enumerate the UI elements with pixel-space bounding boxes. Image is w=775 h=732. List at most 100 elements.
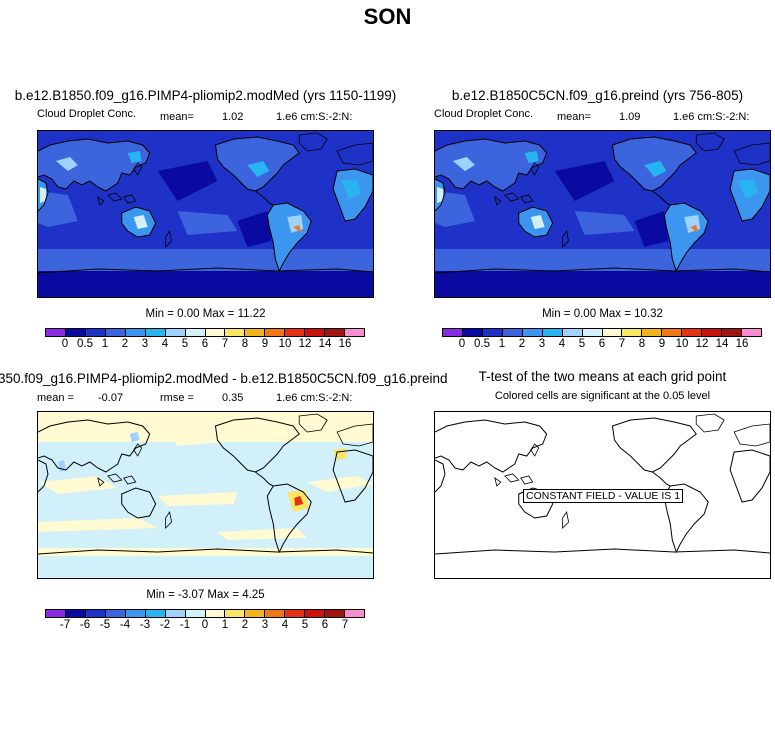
panel1-colorbar bbox=[45, 328, 365, 337]
panel2-colorbar-box bbox=[602, 329, 623, 336]
panel3-colorbar-tick: 3 bbox=[261, 619, 269, 631]
panel2-mean-label: mean= bbox=[557, 111, 591, 123]
panel1-colorbar-box bbox=[105, 329, 126, 336]
panel1-colorbar-ticks: 0 0.5 1 2 3 4 5 6 7 8 9 10 12 14 16 bbox=[45, 338, 365, 352]
panel1-colorbar-tick: 16 bbox=[338, 338, 352, 350]
panel4-subtitle: Colored cells are significant at the 0.0… bbox=[494, 390, 711, 402]
panel1-colorbar-box bbox=[65, 329, 86, 336]
panel1-colorbar-tick: 4 bbox=[161, 338, 169, 350]
page-title: SON bbox=[363, 4, 412, 29]
panel3-colorbar-tick: 2 bbox=[241, 619, 249, 631]
panel1-colorbar-box bbox=[85, 329, 106, 336]
panel2-colorbar-tick: 0 bbox=[458, 338, 466, 350]
panel3-colorbar-tick: 0 bbox=[201, 619, 209, 631]
panel1-mean-value: 1.02 bbox=[222, 111, 244, 123]
panel2-units: 1.e6 cm:S:-2:N: bbox=[673, 111, 750, 123]
panel2-colorbar-tick: 7 bbox=[618, 338, 626, 350]
panel3-colorbar-box bbox=[185, 610, 206, 617]
panel1-colorbar-tick: 10 bbox=[278, 338, 292, 350]
panel3-title: 350.f09_g16.PIMP4-pliomip2.modMed - b.e1… bbox=[0, 371, 448, 386]
panel1-min-value: 0.00 bbox=[177, 308, 200, 320]
panel3-colorbar-box bbox=[165, 610, 186, 617]
panel2-colorbar-tick: 12 bbox=[695, 338, 709, 350]
panel3-units: 1.e6 cm:S:-2:N: bbox=[276, 392, 353, 404]
panel1-mean-label: mean= bbox=[160, 111, 194, 123]
panel2-colorbar-box bbox=[722, 329, 743, 336]
panel3-colorbar-box bbox=[125, 610, 146, 617]
panel3-min-label: Min = bbox=[146, 589, 175, 601]
panel2-varname: Cloud Droplet Conc. bbox=[434, 108, 534, 120]
panel1-min-label: Min = bbox=[145, 308, 174, 320]
panel2-max-label: Max = bbox=[599, 308, 631, 320]
panel1-colorbar-box bbox=[265, 329, 286, 336]
panel3-colorbar-box bbox=[46, 610, 66, 617]
panel2-colorbar-box bbox=[702, 329, 723, 336]
panel1-colorbar-tick: 0 bbox=[61, 338, 69, 350]
panel3-colorbar-box bbox=[205, 610, 226, 617]
panel3-colorbar-box bbox=[265, 610, 286, 617]
panel1-colorbar-box bbox=[345, 329, 364, 336]
panel2-colorbar-box bbox=[542, 329, 563, 336]
panel2-colorbar-box bbox=[742, 329, 761, 336]
panel2-max-value: 10.32 bbox=[634, 308, 663, 320]
panel1-map bbox=[37, 130, 374, 298]
panel3-colorbar-tick: 6 bbox=[321, 619, 329, 631]
panel2-colorbar-tick: 6 bbox=[598, 338, 606, 350]
panel2-colorbar-box bbox=[562, 329, 583, 336]
panel2-colorbar-box bbox=[502, 329, 523, 336]
panel2-colorbar-tick: 0.5 bbox=[474, 338, 490, 350]
panel3-colorbar-box bbox=[65, 610, 86, 617]
panel3-max-value: 4.25 bbox=[242, 589, 265, 601]
panel2-colorbar-box bbox=[522, 329, 543, 336]
panel2-colorbar-tick: 1 bbox=[498, 338, 506, 350]
panel3-max-label: Max = bbox=[207, 589, 240, 601]
panel1-colorbar-tick: 2 bbox=[121, 338, 129, 350]
panel1-colorbar-box bbox=[46, 329, 66, 336]
panel2-colorbar-tick: 2 bbox=[518, 338, 526, 350]
panel3-colorbar-tick: -4 bbox=[119, 619, 131, 631]
panel3-colorbar-tick: -1 bbox=[179, 619, 191, 631]
panel1-title: b.e12.B1850.f09_g16.PIMP4-pliomip2.modMe… bbox=[14, 88, 397, 103]
panel1-colorbar-tick: 3 bbox=[141, 338, 149, 350]
panel4-map: CONSTANT FIELD - VALUE IS 1 bbox=[434, 411, 771, 579]
panel1-colorbar-tick: 6 bbox=[201, 338, 209, 350]
panel1-colorbar-box bbox=[225, 329, 246, 336]
panel2-colorbar-tick: 16 bbox=[735, 338, 749, 350]
panel1-varname: Cloud Droplet Conc. bbox=[37, 108, 137, 120]
panel2-colorbar-tick: 10 bbox=[675, 338, 689, 350]
panel3-colorbar bbox=[45, 609, 365, 618]
panel2-colorbar-box bbox=[682, 329, 703, 336]
panel3-colorbar-tick: -3 bbox=[139, 619, 151, 631]
panel1-colorbar-box bbox=[165, 329, 186, 336]
panel2-colorbar-box bbox=[462, 329, 483, 336]
panel2-min-value: 0.00 bbox=[573, 308, 597, 320]
panel2-colorbar-ticks: 0 0.5 1 2 3 4 5 6 7 8 9 10 12 14 16 bbox=[442, 338, 762, 352]
panel1-colorbar-tick: 14 bbox=[318, 338, 332, 350]
panel2-map bbox=[434, 130, 771, 298]
panel4-title: T-test of the two means at each grid poi… bbox=[478, 369, 727, 384]
panel3-colorbar-tick: 7 bbox=[341, 619, 349, 631]
panel1-minmax: Min = 0.00 Max = 11.22 bbox=[37, 308, 374, 320]
panel1-max-label: Max = bbox=[202, 308, 235, 320]
panel2-colorbar-box bbox=[622, 329, 643, 336]
panel1-colorbar-box bbox=[305, 329, 326, 336]
panel3-colorbar-box bbox=[85, 610, 106, 617]
panel1-colorbar-box bbox=[205, 329, 226, 336]
panel3-colorbar-box bbox=[145, 610, 166, 617]
panel3-colorbar-box bbox=[105, 610, 126, 617]
panel2-colorbar-box bbox=[443, 329, 463, 336]
panel4-constant-field-label: CONSTANT FIELD - VALUE IS 1 bbox=[523, 489, 684, 503]
panel2-title: b.e12.B1850C5CN.f09_g16.preind (yrs 756-… bbox=[451, 88, 744, 103]
panel3-colorbar-tick: 1 bbox=[221, 619, 229, 631]
panel2-colorbar bbox=[442, 328, 762, 337]
panel2-colorbar-tick: 9 bbox=[658, 338, 666, 350]
panel1-colorbar-tick: 5 bbox=[181, 338, 189, 350]
panel3-mean-label: mean = bbox=[37, 392, 74, 404]
panel2-minmax: Min = 0.00 Max = 10.32 bbox=[434, 308, 771, 320]
panel3-colorbar-tick: -6 bbox=[79, 619, 91, 631]
panel2-min-label: Min = bbox=[542, 308, 571, 320]
panel2-colorbar-tick: 5 bbox=[578, 338, 586, 350]
panel1-colorbar-tick: 0.5 bbox=[77, 338, 93, 350]
panel2-colorbar-box bbox=[662, 329, 683, 336]
panel1-colorbar-box bbox=[145, 329, 166, 336]
